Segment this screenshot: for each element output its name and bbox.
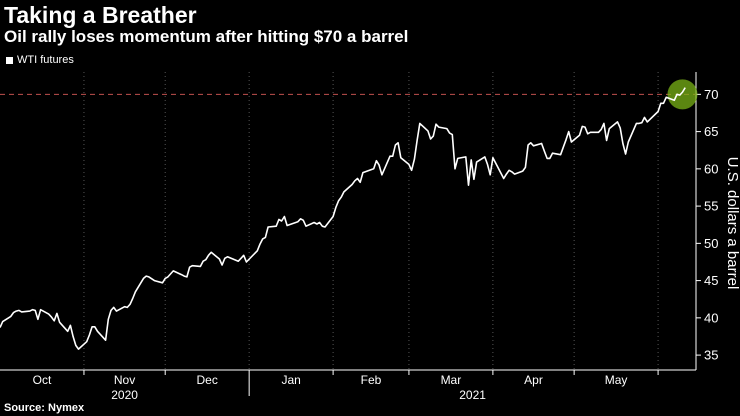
chart-title: Taking a Breather [4, 2, 197, 28]
year-label: 2020 [111, 388, 138, 402]
y-axis-title: U.S. dollars a barrel [724, 157, 740, 290]
y-tick-label: 45 [704, 273, 718, 288]
legend-swatch [6, 56, 13, 64]
y-tick-label: 60 [704, 161, 718, 176]
x-tick-label: Oct [33, 373, 52, 387]
source-note: Source: Nymex [4, 402, 85, 414]
x-tick-label: Feb [361, 373, 382, 387]
y-tick-label: 35 [704, 348, 718, 363]
chart-subtitle: Oil rally loses momentum after hitting $… [4, 27, 409, 46]
legend: WTI futures [6, 54, 74, 66]
legend-label: WTI futures [17, 54, 74, 66]
x-tick-label: May [605, 373, 628, 387]
x-tick-label: Mar [441, 373, 462, 387]
y-tick-label: 50 [704, 236, 718, 251]
y-tick-label: 55 [704, 199, 718, 214]
x-tick-label: Dec [197, 373, 218, 387]
year-label: 2021 [459, 388, 486, 402]
x-tick-label: Jan [281, 373, 300, 387]
y-tick-label: 70 [704, 87, 718, 102]
x-tick-label: Nov [114, 373, 135, 387]
y-tick-label: 65 [704, 124, 718, 139]
y-tick-label: 40 [704, 310, 718, 325]
series-line-wti [0, 87, 686, 350]
x-tick-label: Apr [524, 373, 543, 387]
highlight-circle [667, 79, 698, 110]
